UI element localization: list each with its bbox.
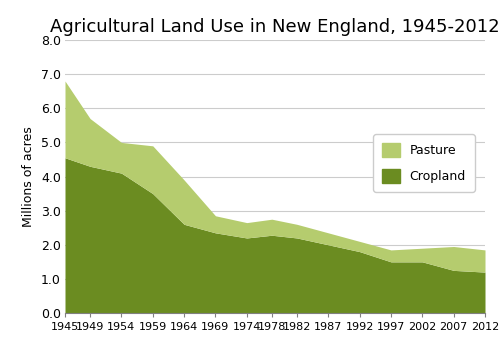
Legend: Pasture, Cropland: Pasture, Cropland bbox=[374, 134, 474, 192]
Y-axis label: Millions of acres: Millions of acres bbox=[22, 126, 36, 227]
Title: Agricultural Land Use in New England, 1945-2012: Agricultural Land Use in New England, 19… bbox=[50, 18, 500, 36]
